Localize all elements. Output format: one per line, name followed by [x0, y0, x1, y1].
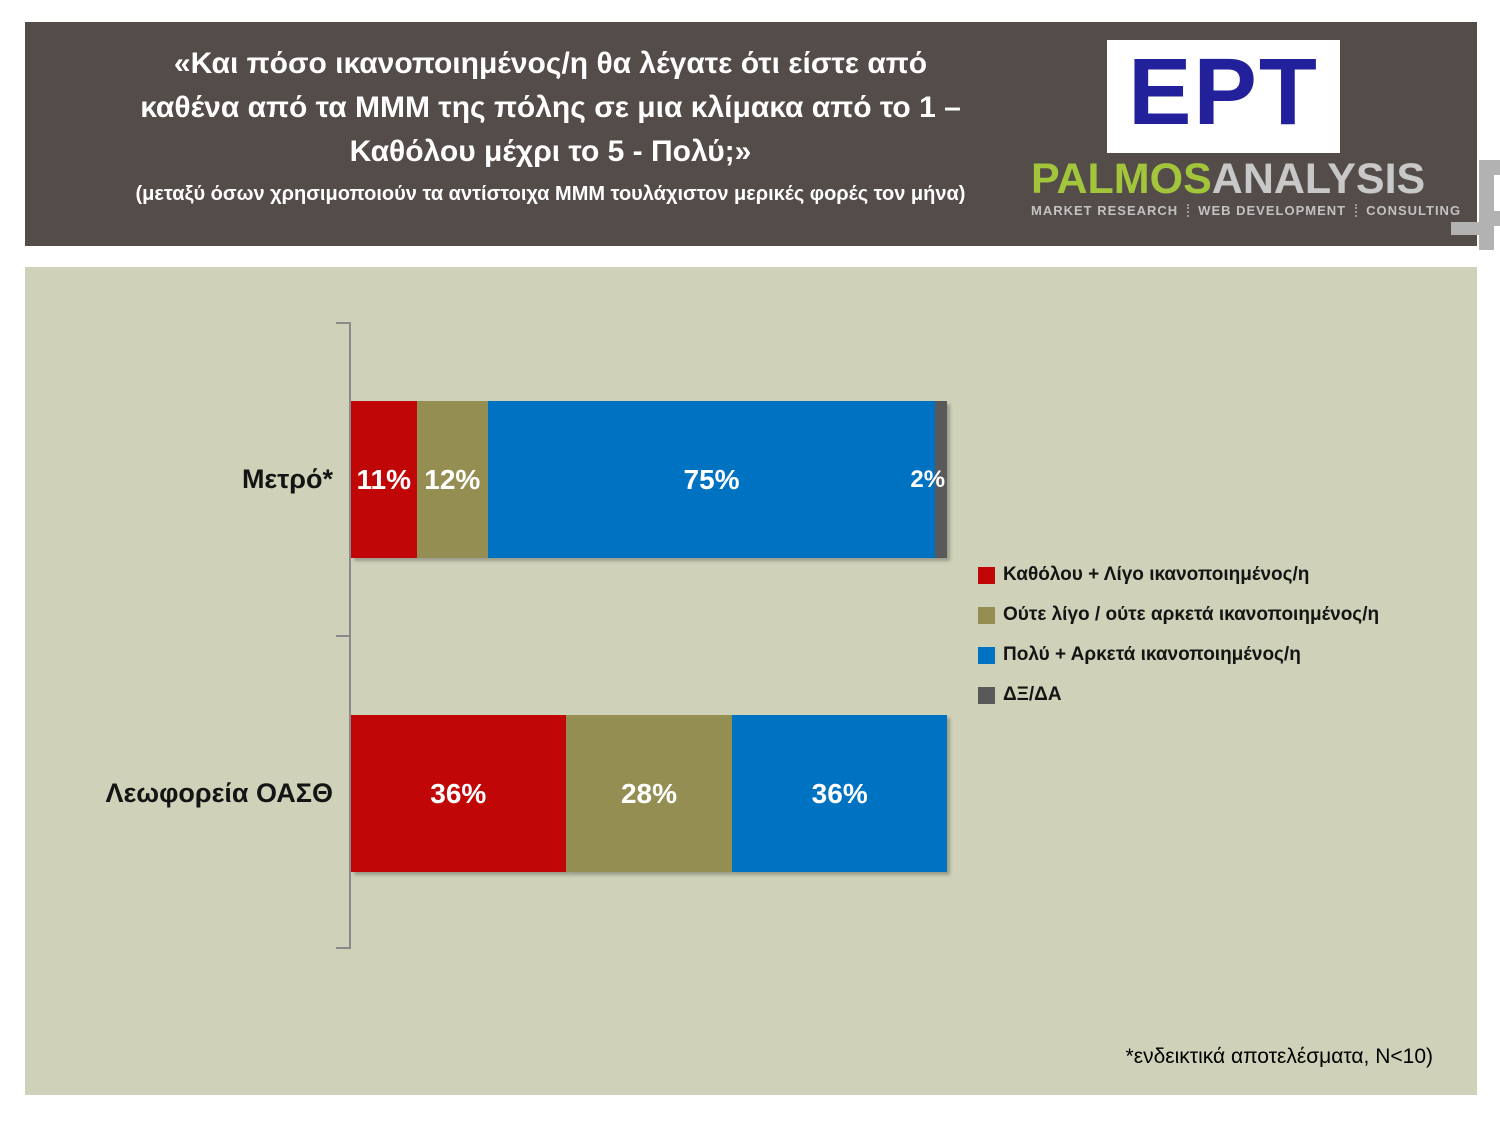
footnote: *ενδεικτικά αποτελέσματα, N<10) — [1125, 1045, 1433, 1068]
legend-label: Πολύ + Αρκετά ικανοποιημένος/η — [1003, 644, 1301, 665]
category-label: Λεωφορεία ΟΑΣΘ — [105, 778, 333, 808]
tagline-consulting: CONSULTING — [1366, 203, 1462, 218]
legend-item: ΔΞ/ΔΑ — [978, 675, 1379, 715]
header-banner: «Και πόσο ικανοποιημένος/η θα λέγατε ότι… — [25, 22, 1500, 250]
tagline-web-development: WEB DEVELOPMENT — [1198, 203, 1347, 218]
palmos-logo-name: PALMOSANALYSIS — [1031, 155, 1461, 203]
legend-item: Πολύ + Αρκετά ικανοποιημένος/η — [978, 635, 1379, 675]
stacked-bar: 11% 12% 75% 2% — [351, 401, 947, 558]
bar-value-label: 12% — [424, 463, 481, 495]
palmos-logo-name-part2: ANALYSIS — [1211, 155, 1426, 203]
title-subtitle: (μεταξύ όσων χρησιμοποιούν τα αντίστοιχα… — [135, 183, 966, 205]
ert-logo: ΕΡΤ — [1107, 40, 1340, 153]
legend-swatch — [978, 686, 995, 704]
tagline-market-research: MARKET RESEARCH — [1031, 203, 1179, 218]
legend-item: Καθόλου + Λίγο ικανοποιημένος/η — [978, 555, 1379, 595]
legend-item: Ούτε λίγο / ούτε αρκετά ικανοποιημένος/η — [978, 595, 1379, 635]
bar-segment: 75% — [488, 401, 936, 558]
tagline-separator — [1355, 204, 1358, 217]
category-axis — [349, 322, 351, 949]
axis-tick — [336, 635, 349, 637]
legend-swatch — [978, 566, 995, 584]
legend-label: Καθόλου + Λίγο ικανοποιημένος/η — [1003, 564, 1310, 585]
bar-value-label: 36% — [811, 777, 868, 809]
category-label: Μετρό* — [241, 464, 333, 494]
page-title: «Και πόσο ικανοποιημένος/η θα λέγατε ότι… — [53, 42, 1048, 214]
bar-value-label: 11% — [356, 463, 412, 495]
bar-segment: 36% — [351, 715, 566, 872]
title-line-1: «Και πόσο ικανοποιημένος/η θα λέγατε ότι… — [173, 47, 928, 80]
ert-logo-text: ΕΡΤ — [1128, 39, 1319, 145]
bar-segment: 28% — [565, 715, 733, 872]
legend-label: ΔΞ/ΔΑ — [1003, 684, 1062, 705]
legend-swatch — [978, 646, 995, 664]
tagline-separator — [1187, 204, 1190, 217]
bar-value-label: 75% — [683, 463, 740, 495]
chart-legend: Καθόλου + Λίγο ικανοποιημένος/η Ούτε λίγο… — [978, 555, 1379, 715]
axis-tick — [336, 947, 349, 949]
bar-segment: 12% — [416, 401, 489, 558]
palmos-logo-textcol: PALMOSANALYSIS MARKET RESEARCH WEB DEVEL… — [1031, 155, 1461, 219]
legend-label: Ούτε λίγο / ούτε αρκετά ικανοποιημένος/η — [1003, 604, 1380, 625]
axis-tick — [336, 322, 349, 324]
stacked-bar: 36% 28% 36% — [351, 715, 947, 872]
palmos-logo-name-part1: PALMOS — [1031, 155, 1212, 203]
palmos-analysis-logo: PALMOSANALYSIS MARKET RESEARCH WEB DEVEL… — [1031, 158, 1500, 256]
bar-value-label: 2% — [910, 465, 946, 493]
legend-swatch — [978, 606, 995, 624]
palmos-square-p-icon — [1451, 160, 1500, 256]
chart-panel: Μετρό* Λεωφορεία ΟΑΣΘ 11% 12% 75% 2% 36% 28% 36%… — [25, 267, 1477, 1095]
palmos-logo-tagline: MARKET RESEARCH WEB DEVELOPMENT CONSULTI… — [1031, 203, 1461, 218]
title-line-3: Καθόλου μέχρι το 5 - Πολύ;» — [349, 135, 752, 168]
bar-value-label: 36% — [430, 777, 487, 809]
bar-segment: 11% — [351, 401, 417, 558]
title-line-2: καθένα από τα ΜΜΜ της πόλης σε μια κλίμα… — [140, 91, 961, 124]
bar-segment: 36% — [732, 715, 947, 872]
bar-value-label: 28% — [620, 777, 677, 809]
bar-segment: 2% — [910, 401, 947, 558]
